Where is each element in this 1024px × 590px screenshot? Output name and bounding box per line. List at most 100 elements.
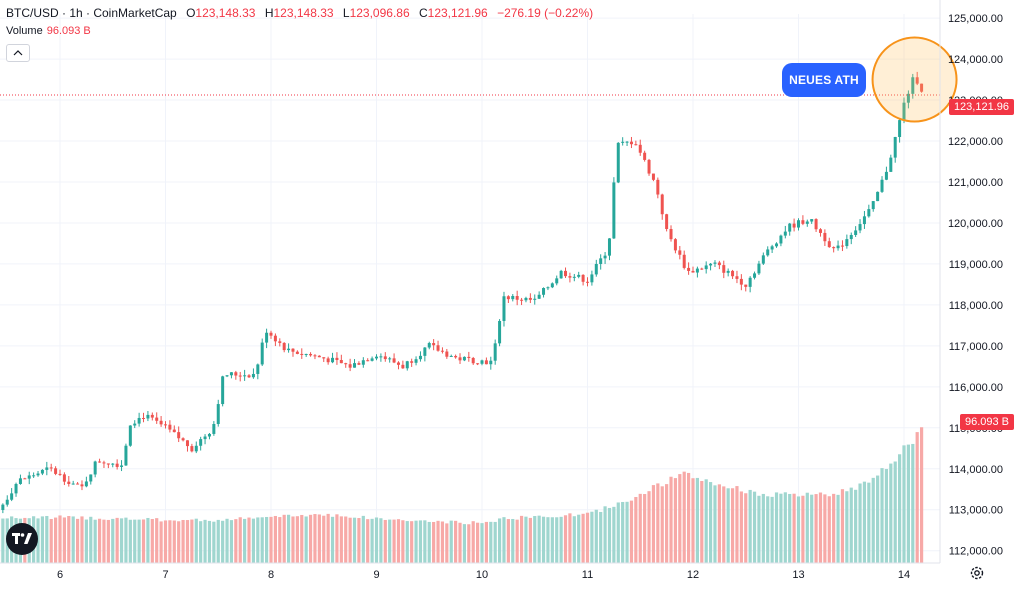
price-tick-label: 118,000.00 [949, 300, 1003, 312]
volume-bar [379, 518, 383, 563]
candle-body [326, 358, 330, 363]
volume-bar [304, 516, 308, 563]
volume-bar [616, 502, 620, 563]
volume-bar [150, 519, 154, 563]
candle-body [590, 274, 594, 283]
volume-bar [801, 495, 805, 563]
candle-body [128, 425, 132, 446]
candle-body [317, 355, 321, 358]
gear-icon[interactable] [968, 564, 986, 582]
candle-body [76, 483, 80, 485]
candle-body [788, 223, 792, 232]
volume-bar [243, 518, 247, 563]
symbol-title[interactable]: BTC/USD · 1h · CoinMarketCap [6, 6, 177, 20]
candle-body [528, 297, 532, 300]
candle-body [405, 361, 409, 369]
candle-body [159, 420, 163, 425]
candle-body [62, 474, 66, 482]
volume-bar [45, 515, 49, 563]
volume-bar [383, 519, 387, 563]
candle-body [164, 424, 167, 426]
candle-body [498, 320, 502, 344]
price-tick-label: 114,000.00 [949, 464, 1003, 476]
volume-bar [454, 520, 458, 563]
candle-body [454, 355, 458, 358]
volume-bar [238, 517, 242, 563]
candle-body [511, 295, 515, 300]
volume-bar [480, 523, 484, 563]
volume-bar [440, 521, 445, 563]
volume-bar [792, 493, 796, 563]
candle-body [884, 171, 888, 180]
volume-bar [572, 516, 576, 563]
high-label: H [264, 6, 274, 20]
candle-body [700, 268, 704, 270]
volume-bar [827, 496, 831, 563]
volume-bar [550, 517, 554, 563]
candle-body [546, 287, 550, 289]
candle-body [449, 355, 453, 357]
volume-bar [326, 513, 330, 563]
volume-bar [695, 477, 699, 563]
candle-body [801, 220, 805, 224]
candle-body [401, 364, 405, 369]
candle-body [370, 358, 374, 361]
candle-body [18, 478, 22, 484]
candle-body [471, 357, 475, 364]
volume-bar [295, 516, 299, 563]
collapse-legend-button[interactable] [6, 44, 30, 62]
volume-bar [739, 491, 743, 563]
volume-bar [744, 493, 748, 563]
candle-body [880, 179, 884, 192]
candle-body [414, 359, 418, 363]
candle-body [71, 483, 75, 485]
candle-body [142, 417, 146, 419]
volume-bar [889, 463, 893, 563]
price-tick-label: 113,000.00 [949, 505, 1003, 517]
volume-bar [599, 511, 603, 563]
candle-body [247, 375, 251, 378]
candle-body [814, 219, 818, 230]
volume-bar [748, 489, 752, 563]
volume-bar [911, 443, 915, 563]
volume-bar [876, 475, 880, 563]
candle-body [783, 231, 787, 236]
candle-body [410, 361, 414, 363]
volume-bar [133, 519, 137, 563]
candle-body [709, 263, 713, 266]
candle-body [502, 296, 506, 321]
candle-body [207, 433, 211, 437]
candle-body [840, 245, 844, 247]
tradingview-logo-icon[interactable] [6, 523, 38, 555]
volume-bar [563, 515, 568, 563]
candle-body [647, 159, 651, 174]
candle-body [493, 343, 497, 361]
volume-bar [423, 520, 427, 563]
candle-body [331, 357, 335, 363]
candle-body [172, 429, 176, 433]
volume-label[interactable]: Volume [6, 25, 43, 37]
price-tick-label: 121,000.00 [948, 177, 1003, 189]
volume-bars [0, 427, 924, 563]
candle-body [612, 182, 616, 239]
volume-bar [207, 520, 212, 563]
time-axis[interactable]: 6 7 8 9 10 11 12 13 14 [0, 562, 940, 581]
volume-bar [612, 506, 616, 563]
candle-body [1, 504, 5, 510]
candle-body [862, 216, 866, 225]
volume-bar [93, 519, 97, 563]
candle-body [313, 355, 317, 357]
volume-bar [155, 518, 159, 563]
candle-body [84, 481, 88, 487]
candle-body [476, 363, 480, 365]
volume-bar [493, 521, 497, 563]
volume-bar [568, 513, 572, 563]
candle-body [229, 372, 233, 376]
candle-body [577, 274, 581, 277]
volume-bar [40, 516, 45, 563]
candle-body [181, 438, 185, 441]
volume-bar [484, 521, 488, 563]
volume-bar [269, 516, 273, 563]
candle-body [638, 144, 642, 153]
